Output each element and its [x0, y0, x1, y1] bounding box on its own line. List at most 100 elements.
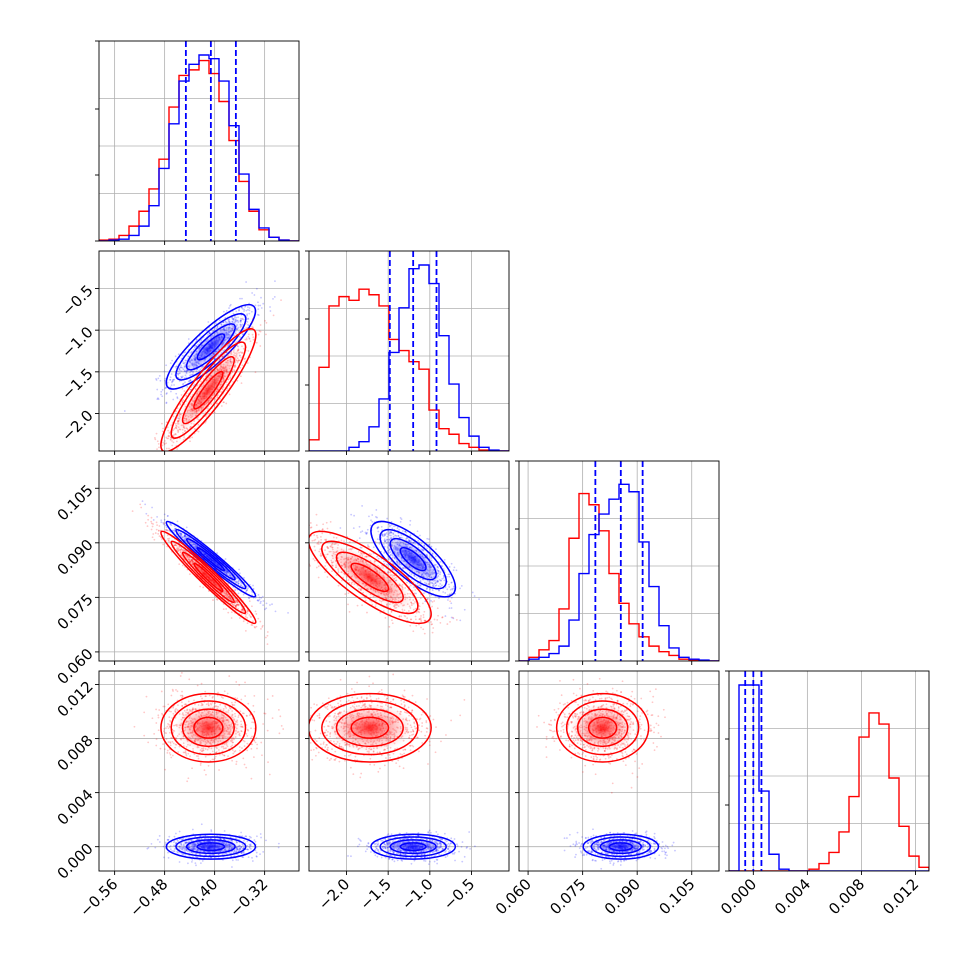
scatter-point-red: [175, 440, 178, 443]
scatter-point-blue: [156, 398, 159, 401]
scatter-point-blue: [177, 530, 180, 533]
scatter-point-blue: [172, 378, 175, 381]
scatter-point-red: [221, 339, 223, 342]
scatter-point-blue: [215, 322, 217, 325]
scatter-point-red: [240, 609, 243, 612]
scatter-point-red: [151, 525, 154, 528]
scatter-point-red: [173, 544, 176, 547]
scatter-point-red: [167, 434, 170, 437]
scatter-point-red: [420, 618, 422, 621]
scatter-point-blue: [248, 597, 251, 600]
scatter-point-red: [253, 625, 256, 628]
scatter-point-blue: [265, 607, 268, 610]
scatter-point-red: [422, 616, 425, 619]
scatter-point-blue: [415, 592, 417, 595]
scatter-point-blue: [257, 594, 260, 596]
scatter-point-blue: [271, 603, 273, 606]
scatter-point-blue: [437, 589, 440, 592]
scatter-point-red: [242, 608, 245, 611]
scatter-point-blue: [160, 519, 163, 522]
scatter-point-red: [257, 333, 260, 336]
scatter-point-red: [230, 617, 233, 619]
scatter-point-red: [215, 402, 218, 405]
scatter-point-red: [166, 537, 169, 540]
scatter-point-red: [220, 343, 223, 346]
scatter-point-red: [418, 618, 421, 621]
scatter-point-blue: [440, 564, 443, 567]
scatter-point-red: [408, 563, 411, 566]
scatter-point-blue: [241, 307, 244, 310]
hist-line-red: [309, 288, 509, 451]
scatter-point-blue: [426, 547, 428, 550]
y-tick-label: 0.060: [54, 645, 97, 688]
scatter-point-red: [317, 543, 320, 546]
scatter-point-blue: [389, 524, 391, 527]
scatter-point-blue: [205, 329, 208, 332]
scatter-point-blue: [177, 372, 179, 375]
scatter-point-blue: [181, 383, 184, 386]
scatter-point-blue: [241, 306, 243, 309]
scatter-point-red: [239, 326, 242, 329]
scatter-point-blue: [245, 309, 248, 312]
scatter-point-blue: [459, 619, 462, 622]
scatter-point-blue: [431, 552, 434, 555]
scatter-point-red: [410, 618, 413, 621]
scatter-point-blue: [172, 380, 174, 383]
scatter-point-blue: [404, 530, 407, 533]
density-fill-blue: [179, 533, 242, 586]
scatter-point-blue: [238, 308, 240, 311]
scatter-point-red: [292, 526, 294, 528]
scatter-point-blue: [381, 533, 384, 535]
scatter-point-red: [252, 317, 254, 320]
scatter-point-blue: [376, 538, 379, 541]
panel-frame: [98, 40, 300, 242]
scatter-point-red: [249, 340, 252, 343]
scatter-point-blue: [157, 398, 160, 401]
hist-panel-1: [305, 250, 510, 455]
scatter-point-blue: [169, 379, 172, 381]
scatter-point-blue: [399, 520, 402, 523]
scatter-point-red: [182, 431, 184, 434]
scatter-point-blue: [248, 312, 251, 315]
scatter-point-blue: [273, 296, 276, 298]
scatter-point-red: [216, 402, 219, 404]
scatter-point-red: [324, 565, 327, 567]
scatter-point-blue: [447, 599, 449, 601]
scatter-point-red: [157, 529, 160, 532]
scatter-point-red: [183, 436, 185, 439]
scatter-point-blue: [252, 588, 255, 590]
scatter-point-red: [227, 583, 230, 585]
scatter-point-blue: [243, 310, 245, 312]
scatter-point-blue: [432, 585, 435, 588]
scatter-point-red: [222, 608, 225, 611]
scatter-point-red: [244, 322, 247, 325]
scatter-point-blue: [426, 597, 429, 600]
scatter-point-red: [199, 374, 202, 377]
scatter-point-red: [431, 605, 434, 608]
scatter-point-red: [272, 314, 275, 317]
scatter-point-red: [243, 358, 246, 361]
contour-blue-0: [399, 546, 427, 572]
scatter-point-red: [131, 510, 134, 513]
scatter-point-blue: [166, 515, 169, 517]
scatter-point-red: [158, 525, 161, 527]
scatter-point-blue: [454, 592, 456, 595]
scatter-point-blue: [387, 530, 390, 532]
scatter-point-blue: [183, 377, 186, 380]
scatter-point-red: [245, 327, 248, 330]
contour-blue-0: [196, 546, 226, 572]
panel-inner: [99, 251, 299, 451]
scatter-point-red: [311, 539, 314, 542]
scatter-point-red: [212, 599, 214, 601]
scatter-point-blue: [160, 390, 163, 393]
scatter-point-blue: [155, 377, 157, 380]
scatter-point-red: [244, 338, 247, 341]
scatter-point-red: [171, 440, 173, 442]
scatter-point-blue: [222, 310, 225, 313]
scatter-point-blue: [237, 345, 240, 348]
scatter-point-red: [246, 362, 249, 364]
scatter-point-red: [261, 626, 264, 628]
scatter-point-red: [140, 506, 143, 509]
scatter-point-red: [170, 424, 173, 427]
scatter-point-red: [236, 379, 239, 382]
